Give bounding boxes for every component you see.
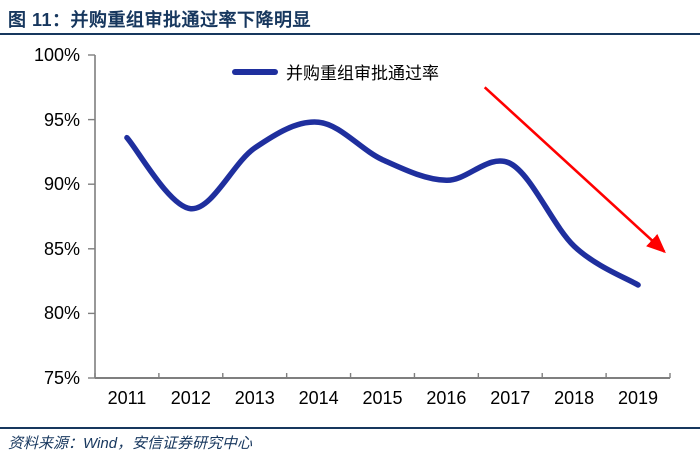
x-axis-label: 2017 <box>490 388 531 408</box>
x-axis-label: 2011 <box>107 388 147 408</box>
x-axis-label: 2016 <box>426 388 467 408</box>
y-axis-label: 100% <box>33 45 80 65</box>
data-curve <box>124 119 641 288</box>
y-axis-label: 75% <box>43 368 80 388</box>
trend-arrow <box>483 86 666 254</box>
y-axis-label: 90% <box>43 174 80 195</box>
x-axis-label: 2019 <box>618 388 659 408</box>
x-axis-label: 2015 <box>362 388 403 408</box>
legend-label: 并购重组审批通过率 <box>286 64 439 83</box>
source-divider <box>0 427 700 429</box>
x-axis-label: 2013 <box>234 388 275 408</box>
x-axis-label: 2012 <box>170 388 211 408</box>
x-axis-label: 2014 <box>298 388 339 408</box>
y-axis-label: 95% <box>43 109 80 130</box>
legend: 并购重组审批通过率 <box>232 59 439 84</box>
y-axis-label: 80% <box>43 303 80 324</box>
figure-title: 图 11：并购重组审批通过率下降明显 <box>8 10 312 30</box>
title-underline <box>0 33 700 35</box>
source-text: 资料来源：Wind，安信证券研究中心 <box>8 435 253 452</box>
axes <box>88 54 671 379</box>
x-axis-label: 2018 <box>554 388 595 408</box>
y-axis-label: 85% <box>43 238 80 259</box>
legend-line-swatch <box>232 68 278 75</box>
